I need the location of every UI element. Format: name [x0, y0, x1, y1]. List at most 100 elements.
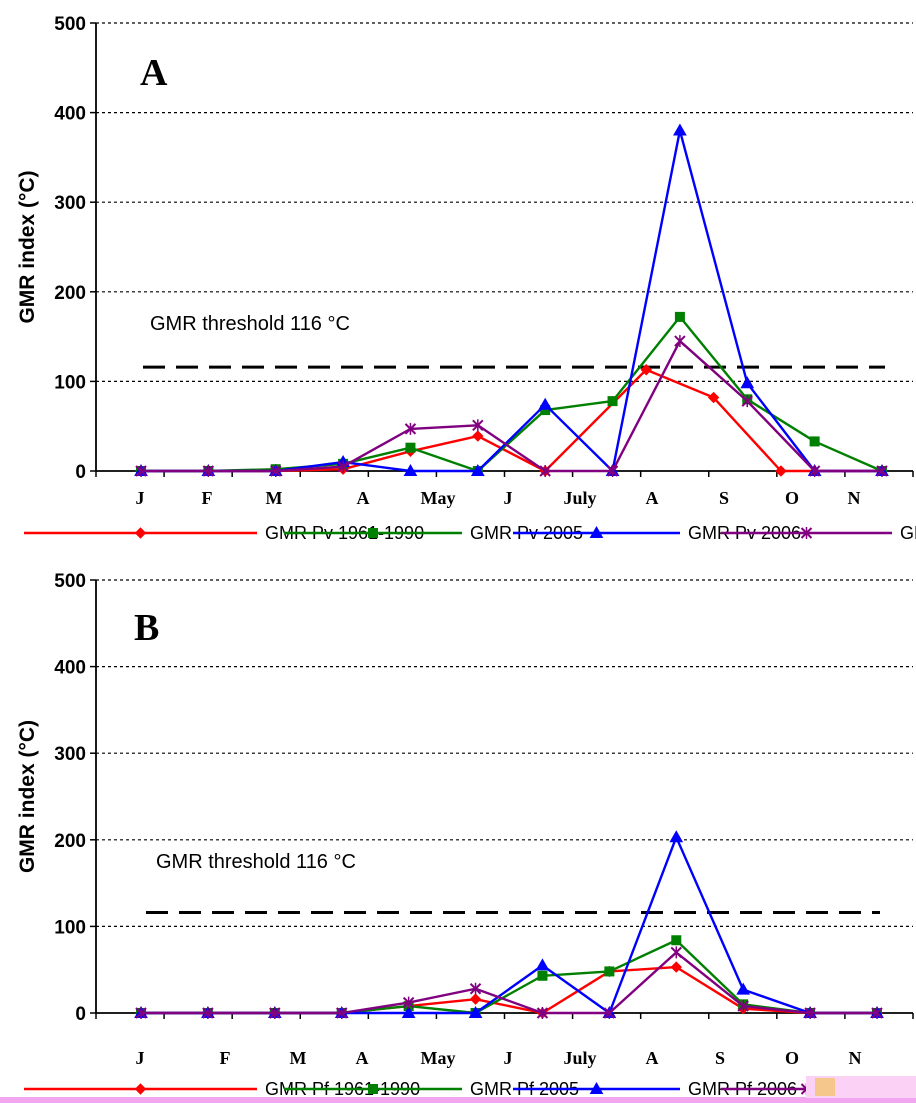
y-tick-label: 500: [54, 571, 86, 592]
legend-item: GMR Pv 2005-2009: [721, 523, 916, 543]
x-tick-label: M: [290, 1048, 307, 1068]
x-tick-label: A: [356, 1048, 369, 1068]
y-tick-label: 200: [54, 831, 86, 852]
series-2: [136, 311, 887, 476]
y-tick-label: 0: [75, 462, 86, 483]
legend-swatch-marker: [800, 527, 813, 539]
chart-panel-a: 0 100 200 300 400 500 J F M A May J July A S O N GMR inde…: [16, 14, 916, 543]
data-point: [135, 1007, 147, 1019]
data-point: [670, 961, 682, 973]
data-point: [469, 993, 482, 1005]
series-4: [135, 335, 888, 477]
data-point: [402, 996, 415, 1009]
data-point: [337, 460, 349, 473]
y-tick-label: 200: [54, 283, 86, 304]
series-line: [141, 129, 882, 473]
data-point: [470, 463, 485, 476]
y-tick-label: 400: [54, 658, 86, 679]
data-point: [669, 830, 684, 843]
bottom-edge-bar: [0, 1097, 916, 1103]
x-tick-label: J: [504, 1048, 513, 1068]
series-line: [141, 315, 883, 473]
data-point: [472, 430, 484, 442]
data-point: [270, 465, 282, 477]
y-axis-title: GMR index (°C): [16, 170, 39, 323]
legend-swatch-marker: [368, 528, 378, 538]
x-tick-label: J: [136, 1048, 145, 1068]
x-tick-label: N: [848, 488, 861, 508]
x-tick-label: A: [357, 488, 370, 508]
data-point: [674, 335, 686, 348]
data-point: [403, 463, 418, 476]
x-tick-label: O: [785, 1048, 799, 1068]
threshold-label: GMR threshold 116 °C: [150, 313, 350, 335]
data-point: [670, 946, 682, 959]
data-point: [469, 982, 482, 995]
x-tick-label: F: [202, 488, 213, 508]
data-point: [737, 1000, 749, 1013]
x-tick-label: July: [563, 488, 596, 508]
data-point: [607, 396, 618, 407]
y-tick-label: 300: [54, 744, 86, 765]
data-point: [808, 465, 821, 477]
data-point: [202, 1007, 214, 1019]
y-tick-label: 0: [75, 1004, 86, 1025]
data-point: [674, 311, 685, 322]
x-tick-label: S: [715, 1048, 725, 1068]
x-tick-label: F: [220, 1048, 231, 1068]
data-point: [202, 465, 215, 477]
data-point: [539, 465, 551, 477]
data-point: [741, 395, 753, 408]
data-point: [671, 935, 682, 946]
series-line: [141, 951, 877, 1015]
series-3: [134, 123, 889, 476]
data-point: [673, 123, 687, 136]
data-point: [472, 419, 484, 432]
legend-swatch-marker: [134, 1083, 147, 1095]
data-point: [537, 970, 548, 981]
x-tick-label: O: [785, 488, 799, 508]
legend-swatch-marker: [589, 525, 604, 538]
data-point: [736, 982, 751, 995]
panel-label: B: [134, 607, 159, 649]
x-tick-label: N: [849, 1048, 862, 1068]
y-tick-label: 100: [54, 372, 86, 393]
data-point: [404, 422, 417, 435]
corner-artifact-patch: [815, 1078, 835, 1096]
data-point: [538, 397, 553, 410]
data-point: [876, 465, 888, 477]
data-point: [604, 966, 615, 977]
x-tick-label: July: [563, 1048, 596, 1068]
x-tick-label: J: [504, 488, 513, 508]
data-point: [707, 391, 720, 404]
x-tick-label: S: [719, 488, 729, 508]
x-tick-label: J: [136, 488, 145, 508]
data-point: [135, 465, 147, 477]
panel-label: A: [140, 52, 168, 94]
data-point: [871, 1007, 883, 1019]
y-tick-label: 300: [54, 193, 86, 214]
data-point: [809, 436, 820, 447]
data-point: [269, 1007, 281, 1019]
y-tick-label: 100: [54, 917, 86, 938]
x-tick-label: A: [646, 1048, 659, 1068]
data-point: [401, 1005, 416, 1018]
legend-label: GMR Pv 2005-2009: [900, 523, 916, 543]
chart-panel-b: 0 100 200 300 400 500 J F M A May J July A S O N GMR inde…: [16, 571, 916, 1099]
data-point: [804, 1007, 816, 1019]
data-point: [606, 465, 619, 477]
x-tick-label: May: [421, 1048, 456, 1068]
data-point: [536, 1007, 549, 1019]
y-tick-label: 400: [54, 104, 86, 125]
y-axis-title: GMR index (°C): [16, 720, 39, 873]
series-line: [141, 368, 882, 473]
legend-swatch-marker: [134, 527, 147, 539]
data-point: [603, 1007, 616, 1019]
data-point: [468, 1005, 483, 1018]
x-tick-label: May: [421, 488, 456, 508]
x-tick-label: M: [266, 488, 283, 508]
data-point: [405, 442, 416, 453]
